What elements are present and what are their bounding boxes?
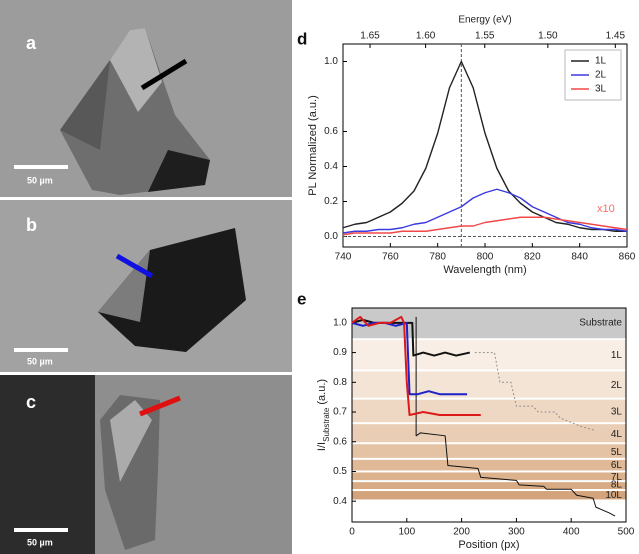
y-tick-label: 0.9: [333, 347, 347, 358]
x2-tick-label: 1.60: [416, 31, 436, 42]
panel-label: b: [26, 215, 37, 235]
layer-band: [352, 424, 626, 443]
x-tick-label: 100: [398, 527, 415, 538]
y-tick-label: 0.4: [324, 161, 338, 172]
data-line: [474, 352, 594, 431]
x2-tick-label: 1.65: [360, 31, 380, 42]
x2-tick-label: 1.55: [475, 31, 495, 42]
y-tick-label: 1.0: [324, 56, 338, 67]
scale-bar-label: 50 µm: [27, 537, 53, 547]
band-label: 1L: [611, 350, 623, 361]
band-label: 7L: [611, 472, 623, 483]
y-tick-label: 0.2: [324, 196, 338, 207]
x-tick-label: 300: [508, 527, 525, 538]
band-label: Substrate: [579, 318, 622, 329]
scale-bar-label: 50 µm: [27, 356, 53, 366]
y-tick-label: 0.6: [324, 126, 338, 137]
y-axis-label: PL Normalized (a.u.): [307, 95, 319, 195]
data-line: [342, 188, 628, 234]
chart-label: d: [297, 29, 307, 48]
band-label: 8L: [611, 479, 623, 490]
layer-band: [352, 399, 626, 423]
y-axis-label-main: I/I: [316, 442, 328, 451]
y-tick-label: 0.0: [324, 231, 338, 242]
legend-label: 1L: [595, 56, 607, 67]
x2-tick-label: 1.45: [606, 31, 626, 42]
y-axis-label: I/ISubstrate (a.u.): [316, 379, 331, 451]
data-line: [342, 216, 628, 236]
x-tick-label: 860: [619, 252, 636, 263]
y-tick-label: 0.5: [333, 466, 347, 477]
y-tick-label: 1.0: [333, 318, 347, 329]
y-tick-label: 0.7: [333, 407, 347, 418]
layer-band: [352, 491, 626, 500]
band-label: 6L: [611, 460, 623, 471]
x-axis-label: Wavelength (nm): [443, 264, 526, 276]
y-axis-label-unit: (a.u.): [316, 379, 328, 405]
y-tick-label: 0.4: [333, 496, 347, 507]
x2-tick-label: 1.50: [538, 31, 558, 42]
layer-band: [352, 459, 626, 471]
panel-label: a: [26, 33, 37, 53]
x2-axis-label: Energy (eV): [458, 15, 511, 26]
x-tick-label: 800: [477, 252, 494, 263]
band-label: 5L: [611, 447, 623, 458]
panel-label: c: [26, 392, 36, 412]
x-tick-label: 760: [382, 252, 399, 263]
legend-label: 3L: [595, 84, 607, 95]
layer-band: [352, 472, 626, 481]
x-tick-label: 200: [453, 527, 470, 538]
micrograph-c: c 50 µm: [0, 375, 292, 554]
plot-frame: [351, 307, 627, 523]
layer-band: [352, 371, 626, 398]
micrograph-b: b 50 µm: [0, 200, 292, 372]
x-tick-label: 500: [618, 527, 635, 538]
y-axis-label-sub: Substrate: [322, 407, 331, 442]
layer-band: [352, 340, 626, 370]
x-tick-label: 400: [563, 527, 580, 538]
annotation: x10: [597, 203, 615, 215]
data-line: [415, 316, 616, 517]
chart-label: e: [297, 289, 306, 308]
y-tick-label: 0.8: [333, 377, 347, 388]
x-tick-label: 740: [335, 252, 352, 263]
x-tick-label: 0: [349, 527, 355, 538]
layer-band: [352, 444, 626, 458]
band-label: 4L: [611, 429, 623, 440]
band-label: 10L: [605, 490, 622, 501]
x-tick-label: 820: [524, 252, 541, 263]
micrograph-a: a 50 µm: [0, 0, 292, 197]
legend-label: 2L: [595, 70, 607, 81]
data-line: [351, 321, 468, 396]
x-tick-label: 780: [429, 252, 446, 263]
data-line: [351, 315, 481, 416]
layer-band: [352, 482, 626, 490]
data-line: [342, 60, 627, 232]
y-tick-label: 0.6: [333, 436, 347, 447]
x-tick-label: 840: [571, 252, 588, 263]
band-label: 2L: [611, 380, 623, 391]
band-label: 3L: [611, 407, 623, 418]
x-axis-label: Position (px): [458, 539, 519, 551]
scale-bar-label: 50 µm: [27, 175, 53, 185]
